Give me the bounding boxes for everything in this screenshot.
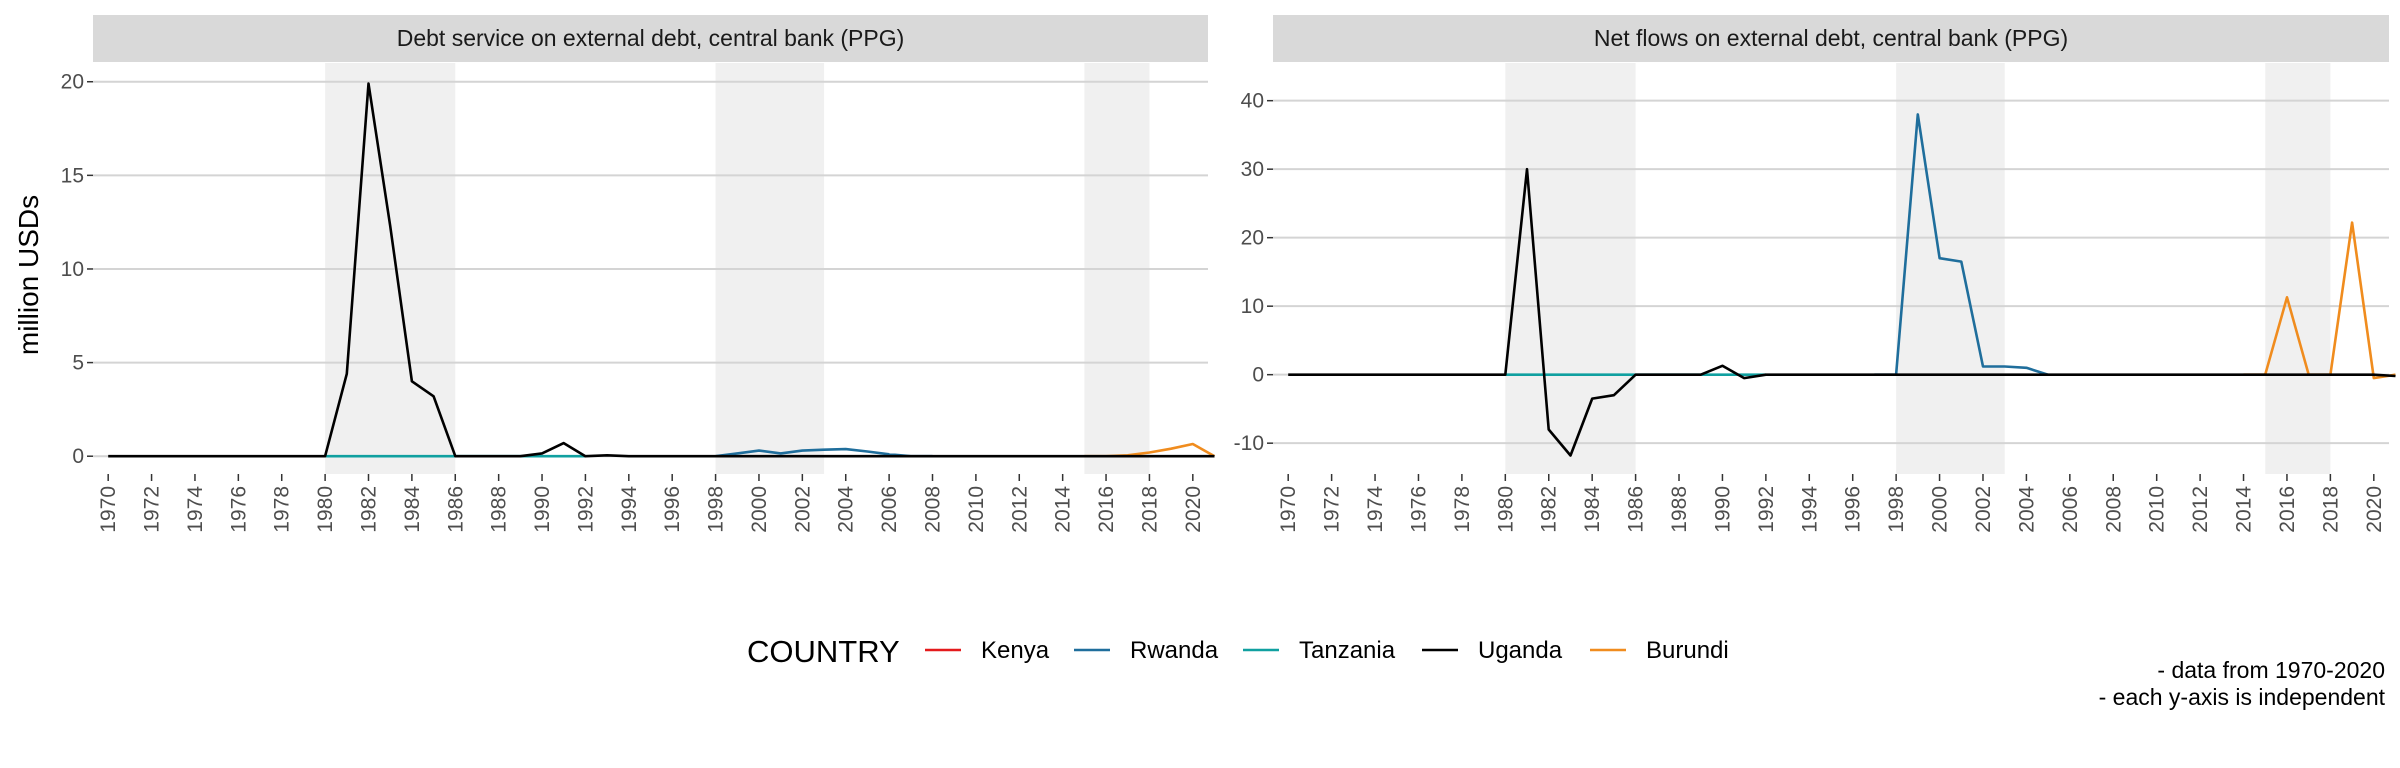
x-tick-label: 1982 bbox=[1538, 486, 1561, 533]
x-tick-label: 2008 bbox=[922, 486, 945, 533]
caption-line-2: - each y-axis is independent bbox=[2099, 684, 2386, 710]
y-tick-label: 20 bbox=[1241, 227, 1264, 250]
x-tick-label: 1982 bbox=[357, 486, 380, 533]
panel-1: Debt service on external debt, central b… bbox=[61, 15, 1216, 533]
legend: COUNTRY Kenya Rwanda Tanzania Uganda Burundi bbox=[747, 634, 1729, 669]
x-tick-label: 1988 bbox=[1668, 486, 1691, 533]
x-tick-label: 1988 bbox=[488, 486, 511, 533]
legend-label: Tanzania bbox=[1299, 637, 1396, 664]
panel-strip bbox=[1273, 15, 2389, 62]
x-tick-label: 1992 bbox=[1755, 486, 1778, 533]
x-tick-label: 1992 bbox=[574, 486, 597, 533]
legend-title: COUNTRY bbox=[747, 634, 900, 669]
x-tick-label: 2002 bbox=[791, 486, 814, 533]
legend-item-kenya: Kenya bbox=[925, 637, 1050, 664]
x-tick-label: 1994 bbox=[1798, 486, 1821, 533]
x-tick-label: 2004 bbox=[835, 486, 858, 533]
x-tick-label: 2010 bbox=[965, 486, 988, 533]
legend-item-rwanda: Rwanda bbox=[1074, 637, 1219, 664]
x-tick-label: 1970 bbox=[97, 486, 120, 533]
y-tick-label: 10 bbox=[61, 258, 84, 281]
x-tick-label: 1980 bbox=[1494, 486, 1517, 533]
x-tick-label: 2012 bbox=[1008, 486, 1031, 533]
x-tick-label: 1994 bbox=[618, 486, 641, 533]
x-tick-label: 1986 bbox=[1625, 486, 1648, 533]
y-tick-label: 10 bbox=[1241, 295, 1264, 318]
panel-title: Debt service on external debt, central b… bbox=[397, 25, 905, 51]
y-tick-label: 40 bbox=[1241, 90, 1264, 113]
legend-label: Kenya bbox=[981, 637, 1050, 664]
x-tick-label: 1990 bbox=[1711, 486, 1734, 533]
legend-item-burundi: Burundi bbox=[1590, 637, 1729, 664]
y-tick-label: 15 bbox=[61, 164, 84, 187]
x-tick-label: 1976 bbox=[227, 486, 250, 533]
x-tick-label: 1996 bbox=[661, 486, 684, 533]
legend-item-uganda: Uganda bbox=[1422, 637, 1563, 664]
x-tick-label: 2000 bbox=[1929, 486, 1952, 533]
shaded-period bbox=[2265, 63, 2331, 474]
x-tick-label: 1996 bbox=[1842, 486, 1865, 533]
x-tick-label: 1998 bbox=[1885, 486, 1908, 533]
x-tick-label: 2010 bbox=[2146, 486, 2169, 533]
caption-line-1: - data from 1970-2020 bbox=[2157, 657, 2385, 683]
x-tick-label: 2004 bbox=[2015, 486, 2038, 533]
series-line-uganda bbox=[1288, 167, 2396, 457]
y-tick-label: 20 bbox=[61, 71, 84, 94]
x-tick-label: 1978 bbox=[1451, 486, 1474, 533]
x-tick-label: 2006 bbox=[878, 486, 901, 533]
x-tick-label: 1984 bbox=[401, 486, 424, 533]
x-tick-label: 1976 bbox=[1407, 486, 1430, 533]
x-tick-label: 1978 bbox=[271, 486, 294, 533]
legend-item-tanzania: Tanzania bbox=[1243, 637, 1396, 664]
legend-label: Burundi bbox=[1646, 637, 1729, 664]
x-tick-label: 1986 bbox=[444, 486, 467, 533]
x-tick-label: 2020 bbox=[1182, 486, 1205, 533]
legend-label: Rwanda bbox=[1130, 637, 1219, 664]
x-tick-label: 1998 bbox=[705, 486, 728, 533]
x-tick-label: 1972 bbox=[141, 486, 164, 533]
panel-title: Net flows on external debt, central bank… bbox=[1594, 25, 2068, 51]
shaded-period bbox=[1505, 63, 1636, 474]
x-tick-label: 2020 bbox=[2363, 486, 2386, 533]
x-tick-label: 2016 bbox=[2276, 486, 2299, 533]
y-tick-label: 0 bbox=[72, 445, 84, 468]
x-tick-label: 2018 bbox=[2319, 486, 2342, 533]
panel-strip bbox=[93, 15, 1208, 62]
series-line-uganda bbox=[108, 82, 1215, 458]
x-tick-label: 2014 bbox=[1052, 486, 1075, 533]
x-tick-label: 1984 bbox=[1581, 486, 1604, 533]
x-tick-label: 2008 bbox=[2102, 486, 2125, 533]
y-tick-label: 5 bbox=[72, 352, 84, 375]
series-line-rwanda bbox=[1874, 113, 2049, 377]
y-tick-label: 30 bbox=[1241, 158, 1264, 181]
panel-2: Net flows on external debt, central bank… bbox=[1234, 15, 2396, 533]
y-axis-title: million USDs bbox=[13, 195, 44, 355]
legend-label: Uganda bbox=[1478, 637, 1563, 664]
x-tick-label: 2018 bbox=[1138, 486, 1161, 533]
x-tick-label: 2012 bbox=[2189, 486, 2212, 533]
x-tick-label: 1980 bbox=[314, 486, 337, 533]
x-tick-label: 1970 bbox=[1277, 486, 1300, 533]
x-tick-label: 1990 bbox=[531, 486, 554, 533]
x-tick-label: 2000 bbox=[748, 486, 771, 533]
x-tick-label: 1972 bbox=[1321, 486, 1344, 533]
x-tick-label: 2014 bbox=[2233, 486, 2256, 533]
legend-entries: Kenya Rwanda Tanzania Uganda Burundi bbox=[925, 637, 1729, 664]
x-tick-label: 2006 bbox=[2059, 486, 2082, 533]
x-tick-label: 2016 bbox=[1095, 486, 1118, 533]
shaded-period bbox=[1896, 63, 2005, 474]
x-tick-label: 1974 bbox=[184, 486, 207, 533]
x-tick-label: 2002 bbox=[1972, 486, 1995, 533]
caption: - data from 1970-2020 - each y-axis is i… bbox=[2099, 657, 2386, 710]
x-tick-label: 1974 bbox=[1364, 486, 1387, 533]
y-tick-label: 0 bbox=[1252, 364, 1264, 387]
y-tick-label: -10 bbox=[1234, 432, 1264, 455]
panels: Debt service on external debt, central b… bbox=[61, 15, 2396, 533]
